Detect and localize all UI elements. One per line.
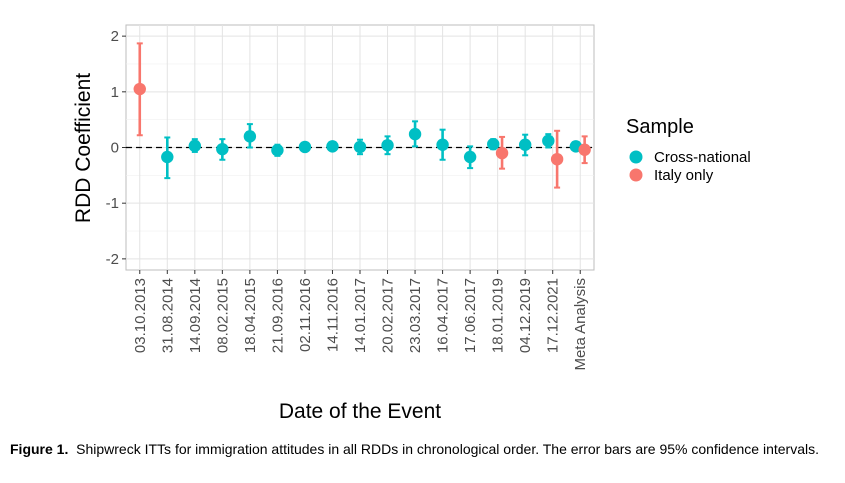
- x-tick-label: 04.12.2019: [517, 278, 534, 353]
- point-italy-only: [495, 146, 509, 160]
- x-tick-label: Meta Analysis: [572, 278, 589, 371]
- point-cross-national: [542, 134, 555, 148]
- x-tick-label: 17.06.2017: [462, 278, 479, 353]
- x-tick-label: 16.04.2017: [435, 278, 452, 353]
- y-tick-label: 0: [111, 140, 119, 157]
- point-italy-only: [133, 82, 146, 96]
- legend-key-italy-only: [629, 168, 643, 182]
- figure-caption: Figure 1. Shipwreck ITTs for immigration…: [10, 440, 840, 459]
- x-tick-label: 21.09.2016: [269, 278, 286, 353]
- legend-title: Sample: [626, 116, 694, 138]
- point-cross-national: [408, 127, 422, 141]
- y-tick-label: -2: [106, 251, 119, 268]
- point-cross-national: [463, 150, 477, 164]
- y-tick-label: 2: [111, 28, 119, 45]
- caption-text: Shipwreck ITTs for immigration attitudes…: [76, 441, 819, 457]
- point-cross-national: [161, 150, 174, 164]
- point-cross-national: [381, 139, 394, 152]
- rdd-coefficient-chart: -2 -1 0 1 2 03.10.2013 31.08.2014 14.09.2014 08.…: [72, 24, 751, 423]
- legend-label-cross-national: Cross-national: [654, 149, 751, 166]
- x-tick-label: 18.01.2019: [490, 278, 507, 353]
- axis-ticks: -2 -1 0 1 2 03.10.2013 31.08.2014 14.09.2014 08.…: [106, 28, 590, 370]
- x-tick-label: 23.03.2017: [407, 278, 424, 353]
- x-tick-label: 08.02.2015: [214, 278, 231, 353]
- x-tick-label: 14.09.2014: [187, 278, 204, 353]
- legend-label-italy-only: Italy only: [654, 167, 714, 184]
- caption-label: Figure 1.: [10, 441, 69, 457]
- x-tick-label: 14.01.2017: [352, 278, 369, 353]
- point-cross-national: [487, 137, 500, 151]
- x-tick-label: 18.04.2015: [242, 278, 259, 353]
- point-cross-national: [326, 140, 339, 153]
- y-tick-label: 1: [111, 84, 119, 101]
- x-tick-label: 14.11.2016: [324, 278, 341, 352]
- y-tick-label: -1: [106, 195, 119, 212]
- x-axis-title: Date of the Event: [279, 400, 441, 423]
- x-tick-label: 20.02.2017: [380, 278, 397, 353]
- x-tick-label: 03.10.2013: [132, 278, 149, 353]
- point-italy-only: [550, 152, 564, 166]
- x-tick-label: 31.08.2014: [159, 278, 176, 353]
- point-cross-national: [216, 142, 229, 156]
- y-axis-title: RDD Coefficient: [72, 73, 95, 223]
- point-cross-national: [353, 140, 367, 154]
- point-cross-national: [518, 138, 532, 151]
- point-cross-national: [436, 138, 449, 151]
- legend-key-cross-national: [629, 150, 643, 164]
- point-cross-national: [298, 140, 312, 154]
- x-tick-label: 17.12.2021: [545, 278, 562, 353]
- legend: Sample Cross-national Italy only: [626, 116, 751, 184]
- point-cross-national: [243, 130, 257, 143]
- data-points: [133, 42, 591, 189]
- point-cross-national: [271, 144, 284, 157]
- point-italy-only: [578, 143, 591, 156]
- x-tick-label: 02.11.2016: [297, 278, 314, 352]
- point-cross-national: [188, 139, 202, 153]
